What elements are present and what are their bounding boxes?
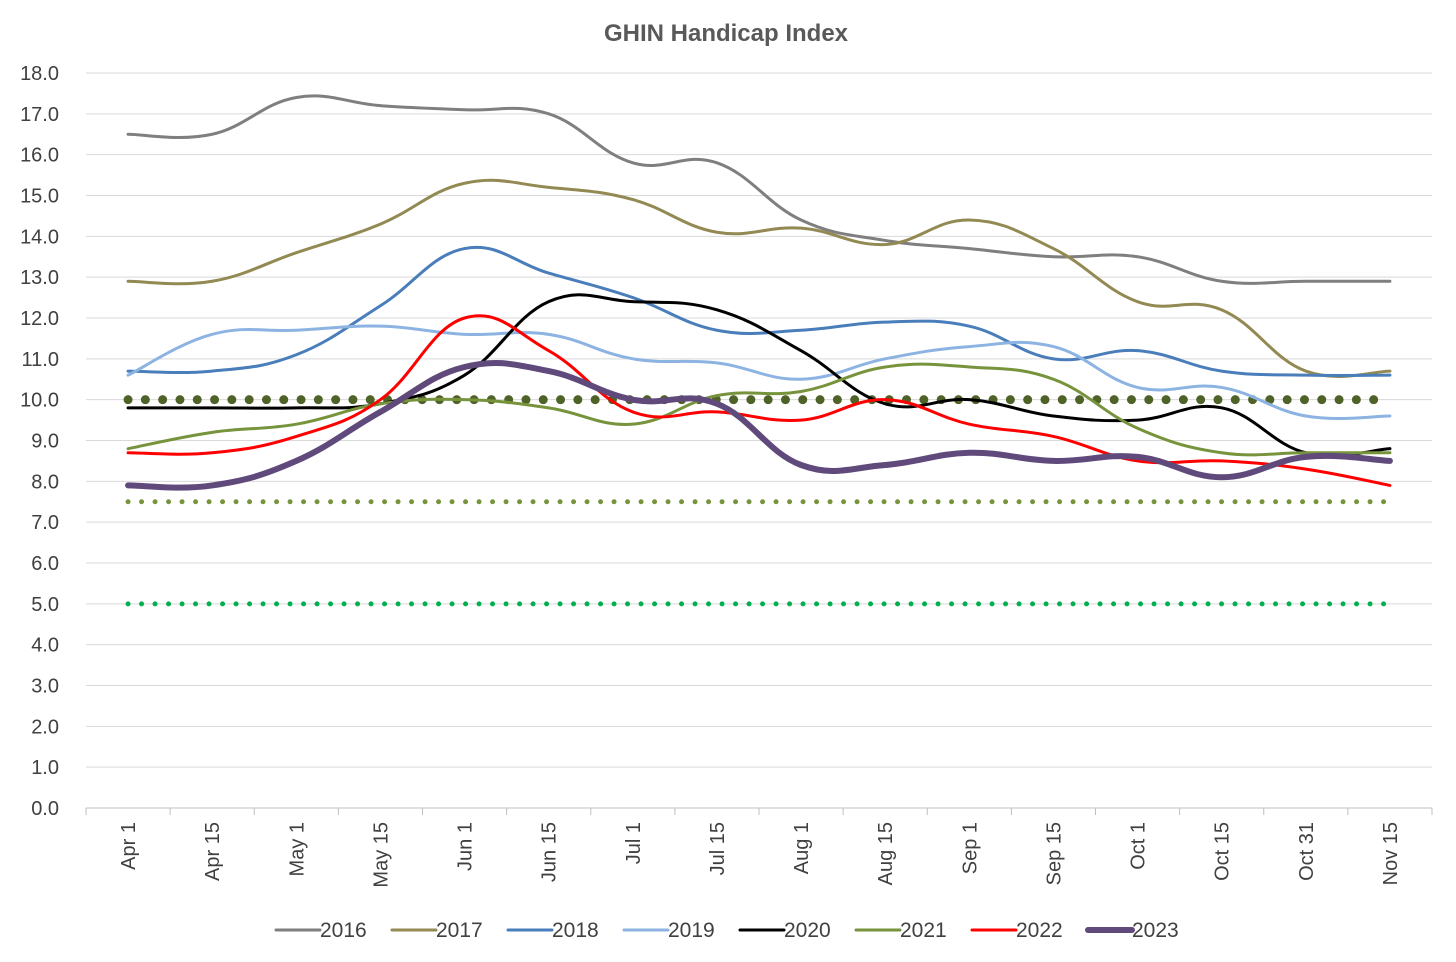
x-tick-label: May 15: [370, 822, 392, 888]
reference-lines: [123, 395, 1395, 607]
y-tick-label: 12.0: [20, 308, 59, 330]
legend-label-2023: 2023: [1132, 919, 1179, 942]
y-tick-label: 0.0: [31, 798, 59, 820]
y-tick-label: 2.0: [31, 716, 59, 738]
y-tick-label: 17.0: [20, 104, 59, 126]
y-tick-label: 11.0: [22, 349, 59, 371]
legend-label-2019: 2019: [668, 919, 715, 942]
legend: 2016 2017 2018 2019 2020 2021 2022 2023: [274, 919, 1179, 942]
x-tick-label: Aug 1: [791, 822, 813, 874]
y-tick-label: 14.0: [20, 226, 59, 248]
y-tick-label: 4.0: [31, 635, 59, 657]
y-tick-label: 3.0: [31, 676, 59, 698]
y-tick-label: 15.0: [20, 186, 59, 208]
legend-label-2022: 2022: [1016, 919, 1063, 942]
series-line-2020: [126, 293, 1392, 458]
x-tick-label: May 1: [286, 822, 308, 876]
x-tick-label: Sep 1: [959, 822, 981, 874]
legend-label-2018: 2018: [552, 919, 599, 942]
y-tick-label: 5.0: [31, 594, 59, 616]
y-tick-label: 9.0: [31, 431, 59, 453]
series-line-2023: [125, 360, 1393, 491]
y-tick-label: 13.0: [20, 267, 59, 289]
x-tick-label: Oct 1: [1128, 822, 1150, 870]
y-tick-label: 10.0: [20, 390, 59, 412]
y-tick-label: 8.0: [31, 471, 59, 493]
x-tick-label: Oct 15: [1212, 822, 1234, 881]
y-tick-label: 18.0: [20, 63, 59, 85]
series-line-2018: [126, 245, 1392, 378]
chart-title: GHIN Handicap Index: [604, 20, 849, 47]
x-axis: Apr 1 Apr 15 May 1 May 15 Jun 1 Jun 15 Jul 1 Ju…: [85, 807, 1433, 888]
y-tick-label: 16.0: [20, 145, 59, 167]
x-tick-label: Nov 15: [1380, 822, 1402, 885]
x-tick-label: Jul 15: [707, 822, 729, 875]
y-axis: 0.0 1.0 2.0 3.0 4.0 5.0 6.0 7.0 8.0 9.0 10.0 11.0 12…: [20, 63, 59, 820]
series-line-2016: [126, 94, 1392, 285]
x-tick-label: Oct 31: [1296, 822, 1318, 881]
legend-label-2016: 2016: [320, 919, 367, 942]
y-tick-label: 6.0: [31, 553, 59, 575]
series-lines: [125, 94, 1393, 491]
legend-label-2017: 2017: [436, 919, 483, 942]
legend-label-2020: 2020: [784, 919, 831, 942]
y-tick-label: 7.0: [31, 512, 59, 534]
gridlines: [86, 72, 1432, 768]
x-tick-label: Jun 1: [455, 822, 477, 871]
x-tick-label: Apr 15: [202, 822, 224, 881]
x-tick-label: Apr 1: [118, 822, 140, 870]
y-tick-label: 1.0: [31, 757, 59, 779]
x-tick-label: Sep 15: [1043, 822, 1065, 885]
series-line-2021: [126, 362, 1392, 457]
x-tick-label: Jul 1: [623, 822, 645, 864]
series-line-2017: [126, 178, 1392, 378]
legend-label-2021: 2021: [900, 919, 947, 942]
series-line-2022: [126, 314, 1392, 487]
series-line-2019: [126, 324, 1392, 421]
x-tick-label: Aug 15: [875, 822, 897, 885]
x-tick-label: Jun 15: [539, 822, 561, 882]
